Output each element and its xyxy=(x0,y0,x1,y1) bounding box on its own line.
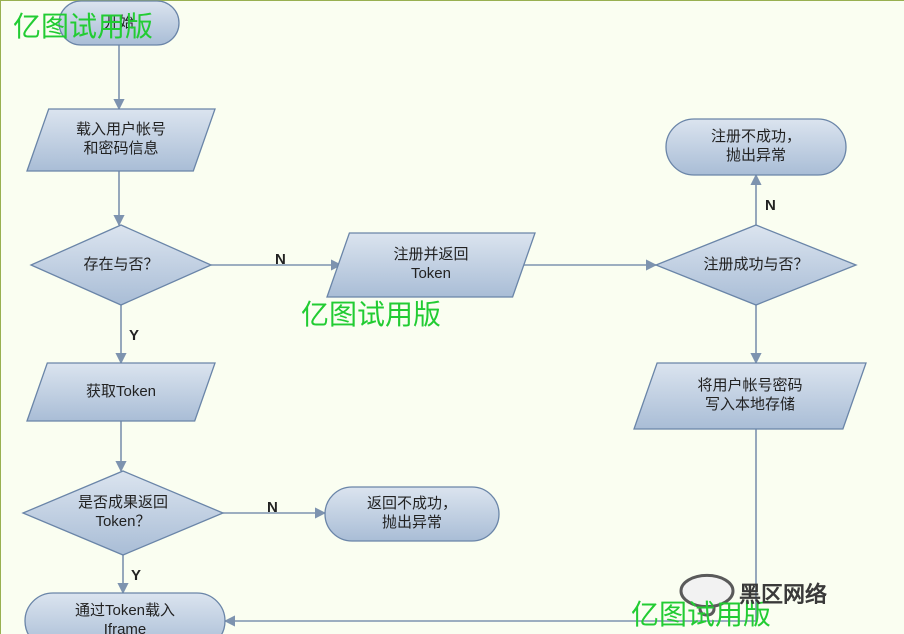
node-regok: 注册成功与否？ xyxy=(656,225,856,305)
edge-label-exists-gettoken: Y xyxy=(129,327,139,344)
node-label-regfail: 注册不成功， 抛出异常 xyxy=(711,128,801,166)
node-register: 注册并返回 Token xyxy=(327,233,535,297)
node-label-retfail: 返回不成功， 抛出异常 xyxy=(367,495,457,533)
node-exists: 存在与否？ xyxy=(31,225,211,305)
node-label-register: 注册并返回 Token xyxy=(393,246,468,284)
node-gettoken: 获取Token xyxy=(27,363,215,421)
node-label-regok: 注册成功与否？ xyxy=(703,256,808,275)
node-regfail: 注册不成功， 抛出异常 xyxy=(666,119,846,175)
node-start: 开始 xyxy=(59,1,179,45)
node-label-start: 开始 xyxy=(104,14,134,33)
node-load: 载入用户帐号 和密码信息 xyxy=(27,109,215,171)
edge-label-regok-regfail: N xyxy=(765,197,776,214)
watermark-logo xyxy=(681,575,733,615)
node-label-load: 载入用户帐号 和密码信息 xyxy=(76,121,166,159)
node-gotok: 是否成果返回 Token？ xyxy=(23,471,223,555)
edge-label-exists-register: N xyxy=(275,251,286,268)
node-savelocal: 将用户帐号密码 写入本地存储 xyxy=(634,363,866,429)
flowchart-canvas: N Y N N Y 开始载入用户帐号 和密码信息存在与否？ 注册并返回 Token 注册成功与… xyxy=(0,0,904,634)
node-label-gettoken: 获取Token xyxy=(86,383,156,402)
node-iframe: 通过Token载入 Iframe xyxy=(25,593,225,634)
edge-label-gotok-retfail: N xyxy=(267,499,278,516)
node-label-gotok: 是否成果返回 Token？ xyxy=(78,494,168,532)
node-retfail: 返回不成功， 抛出异常 xyxy=(325,487,499,541)
edge-label-gotok-iframe: Y xyxy=(131,567,141,584)
node-label-savelocal: 将用户帐号密码 写入本地存储 xyxy=(697,377,802,415)
node-label-iframe: 通过Token载入 Iframe xyxy=(75,602,175,634)
node-label-exists: 存在与否？ xyxy=(83,256,158,275)
